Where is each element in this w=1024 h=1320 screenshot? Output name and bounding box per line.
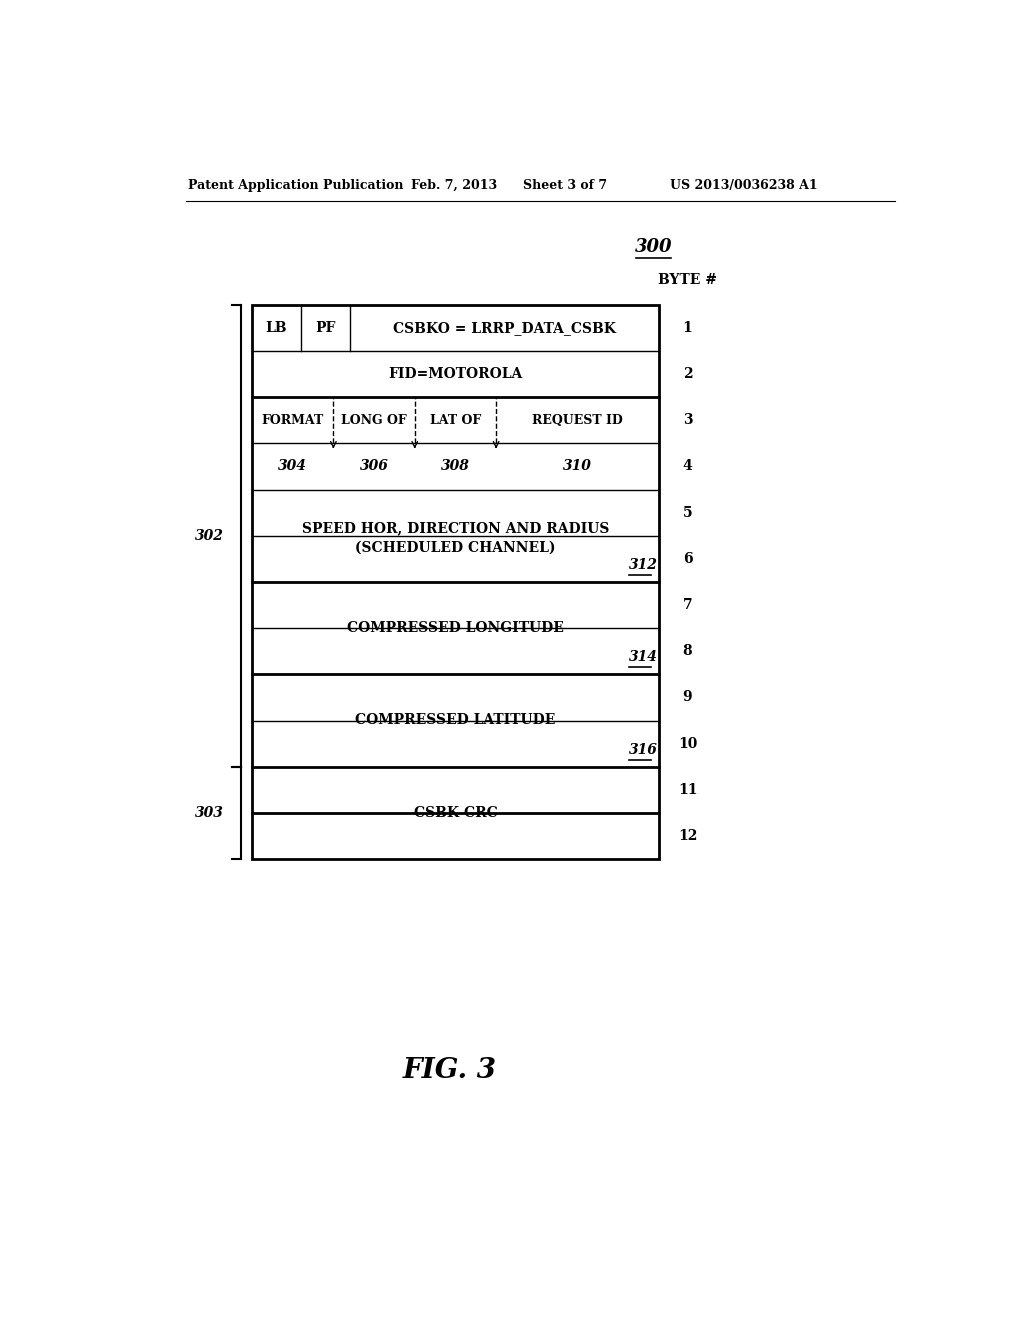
Text: 8: 8 [683,644,692,659]
Text: (SCHEDULED CHANNEL): (SCHEDULED CHANNEL) [355,540,556,554]
Text: 316: 316 [629,743,657,756]
Text: 3: 3 [683,413,692,428]
Text: 9: 9 [683,690,692,705]
Text: CSBK CRC: CSBK CRC [414,807,498,820]
Text: 302: 302 [196,529,224,543]
Text: 10: 10 [678,737,697,751]
Text: 11: 11 [678,783,697,797]
Text: Patent Application Publication: Patent Application Publication [188,178,403,191]
Text: COMPRESSED LATITUDE: COMPRESSED LATITUDE [355,714,556,727]
Text: 2: 2 [683,367,692,381]
Text: COMPRESSED LONGITUDE: COMPRESSED LONGITUDE [347,622,564,635]
Text: Sheet 3 of 7: Sheet 3 of 7 [523,178,607,191]
Text: LB: LB [265,321,287,335]
Bar [252,305,658,859]
Text: 5: 5 [683,506,692,520]
Text: LAT OF: LAT OF [430,413,481,426]
Text: 4: 4 [683,459,692,474]
Text: FID=MOTOROLA: FID=MOTOROLA [388,367,522,381]
Text: CSBKO = LRRP_DATA_CSBK: CSBKO = LRRP_DATA_CSBK [393,321,615,335]
Text: 314: 314 [629,651,657,664]
Text: PF: PF [315,321,336,335]
Text: FORMAT: FORMAT [261,413,324,426]
Text: US 2013/0036238 A1: US 2013/0036238 A1 [671,178,818,191]
Text: 310: 310 [563,459,592,474]
Text: 7: 7 [683,598,692,612]
Text: 12: 12 [678,829,697,843]
Text: 300: 300 [635,238,672,256]
Text: LONG OF: LONG OF [341,413,407,426]
Text: 303: 303 [196,807,224,820]
Text: SPEED HOR, DIRECTION AND RADIUS: SPEED HOR, DIRECTION AND RADIUS [302,521,609,535]
Text: BYTE #: BYTE # [658,273,717,286]
Text: 312: 312 [629,558,657,572]
Text: 1: 1 [683,321,692,335]
Text: 308: 308 [441,459,470,474]
Text: REQUEST ID: REQUEST ID [532,413,623,426]
Text: FIG. 3: FIG. 3 [402,1057,497,1084]
Text: 306: 306 [359,459,388,474]
Text: 6: 6 [683,552,692,566]
Text: 304: 304 [279,459,307,474]
Text: Feb. 7, 2013: Feb. 7, 2013 [411,178,497,191]
